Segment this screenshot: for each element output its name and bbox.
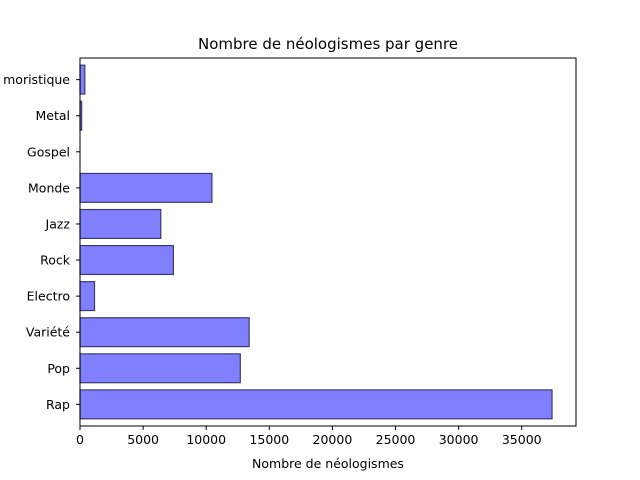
plot-frame <box>79 57 577 427</box>
chart-title: Nombre de néologismes par genre <box>198 35 458 53</box>
x-tick-label: 35000 <box>502 432 542 447</box>
x-axis-label: Nombre de néologismes <box>252 456 404 471</box>
x-tick-label: 20000 <box>313 432 353 447</box>
y-tick-label-gospel: Gospel <box>27 144 70 159</box>
x-axis: 0 5000 10000 15000 20000 25000 30000 35000 <box>76 426 542 447</box>
y-tick-label-humoristique: moristique <box>3 72 70 87</box>
x-tick-label: 5000 <box>127 432 159 447</box>
bar-humoristique <box>79 64 86 95</box>
x-tick-label: 0 <box>76 432 84 447</box>
bars-group <box>79 64 553 420</box>
y-tick-label-rock: Rock <box>40 253 71 268</box>
x-tick-label: 30000 <box>439 432 479 447</box>
x-tick-label: 15000 <box>249 432 289 447</box>
bar-rock <box>79 245 174 276</box>
y-tick-label-jazz: Jazz <box>45 216 71 231</box>
bar-monde <box>79 172 213 203</box>
bar-pop <box>79 353 241 384</box>
y-tick-label-electro: Electro <box>27 289 70 304</box>
x-tick-label: 25000 <box>376 432 416 447</box>
bar-variété <box>79 317 250 348</box>
y-tick-label-monde: Monde <box>28 180 70 195</box>
bar-rap <box>79 389 553 420</box>
y-axis: Rap Pop Variété Electro Rock Jazz Monde Gospel M… <box>3 72 80 412</box>
bar-jazz <box>79 208 162 239</box>
y-tick-label-pop: Pop <box>47 361 70 376</box>
y-tick-label-rap: Rap <box>46 397 70 412</box>
y-tick-label-metal: Metal <box>35 108 70 123</box>
x-tick-label: 10000 <box>186 432 226 447</box>
y-tick-label-variété: Variété <box>26 325 70 340</box>
bar-electro <box>79 281 96 312</box>
